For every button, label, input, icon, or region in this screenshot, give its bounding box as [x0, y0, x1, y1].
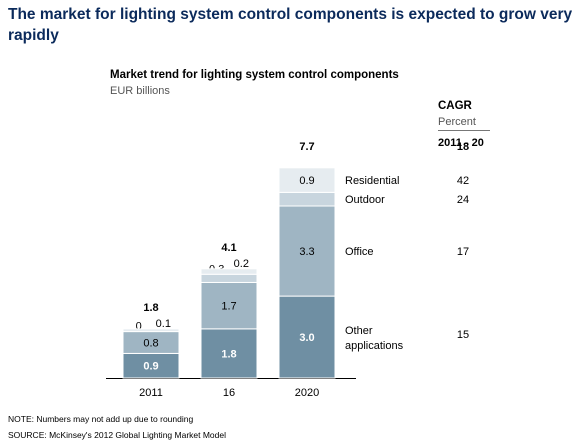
bar-segment-outdoor — [200, 273, 258, 283]
cagr-value: 15 — [457, 329, 469, 341]
segment-value-label: 1.8 — [221, 348, 236, 360]
x-tick-label: 2011 — [139, 387, 163, 399]
segment-value-label: 0.9 — [143, 361, 158, 373]
cagr-value: 42 — [457, 175, 469, 187]
legend-label: Outdoor — [345, 194, 385, 206]
bar-segment-residential — [278, 167, 336, 193]
bar-segment-residential — [122, 328, 180, 333]
legend-label: Office — [345, 246, 374, 258]
cagr-period: 2011 - 20 — [438, 137, 484, 149]
bar-total-label: 4.1 — [221, 242, 236, 254]
cagr-subtitle: Percent — [438, 116, 490, 131]
cagr-total-value: 18 — [457, 141, 469, 153]
segment-value-label: 3.3 — [299, 246, 314, 258]
bar-segment-other-applications — [278, 295, 336, 379]
chart-title: Market trend for lighting system control… — [110, 69, 399, 81]
footnote-note: NOTE: Numbers may not add up due to roun… — [8, 414, 194, 424]
bar-segment-outdoor — [278, 191, 336, 207]
page-headline: The market for lighting system control c… — [8, 6, 573, 44]
legend-label: applications — [345, 340, 404, 352]
segment-value-label: 0.8 — [143, 338, 158, 350]
bar-segment-residential — [200, 268, 258, 275]
segment-value-label: 3.0 — [299, 332, 314, 344]
bar-total-label: 1.8 — [143, 302, 158, 314]
legend-label: Residential — [345, 175, 399, 187]
bar-segment-office — [278, 205, 336, 297]
x-tick-label: 16 — [223, 387, 235, 399]
bar-segment-other-applications — [122, 352, 180, 379]
cagr-value: 24 — [457, 194, 469, 206]
bar-total-label: 7.7 — [299, 141, 314, 153]
segment-value-label: 1.7 — [221, 301, 236, 313]
segment-value-label: 0.2 — [234, 258, 249, 270]
cagr-value: 17 — [457, 246, 469, 258]
chart-unit: EUR billions — [110, 85, 170, 97]
segment-value-label: 0.9 — [299, 175, 314, 187]
legend-label: Other — [345, 325, 373, 337]
footnote-source: SOURCE: McKinsey's 2012 Global Lighting … — [8, 430, 226, 440]
segment-value-label: 0.1 — [156, 318, 171, 330]
segment-value-label: 0 — [136, 321, 142, 333]
cagr-title: CAGR — [438, 100, 472, 112]
x-tick-label: 2020 — [295, 387, 319, 399]
